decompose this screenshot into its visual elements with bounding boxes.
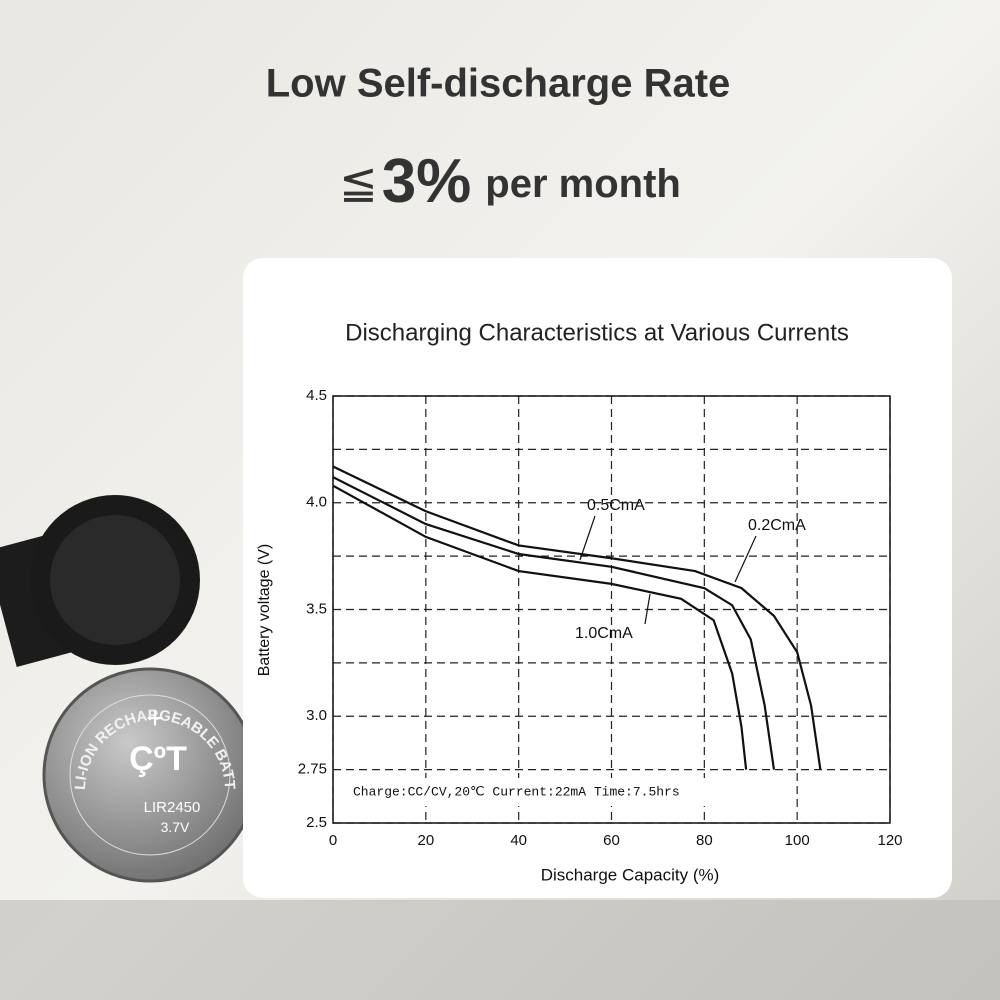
x-tick-label: 120	[877, 832, 902, 849]
leader-line	[579, 515, 596, 561]
chart-title: Discharging Characteristics at Various C…	[345, 319, 849, 346]
sub-headline: ≦3% per month	[339, 147, 681, 216]
value: 3%	[382, 147, 472, 216]
x-tick-label: 80	[696, 832, 713, 849]
x-tick-label: 0	[329, 832, 337, 849]
x-tick-label: 60	[603, 832, 620, 849]
y-tick-label: 3.0	[306, 707, 327, 724]
line-series	[332, 465, 822, 770]
y-axis-label: Battery voltage (V)	[256, 544, 273, 677]
series-label: 1.0CmA	[575, 625, 633, 642]
leader-line	[644, 593, 651, 625]
x-tick-label: 20	[417, 832, 434, 849]
series-label: 0.2CmA	[748, 517, 806, 534]
watch	[0, 495, 200, 668]
leader-line	[734, 535, 757, 583]
unit: per month	[485, 162, 681, 206]
symbol: ≦	[339, 156, 378, 208]
annotation: Charge:CC/CV,20℃ Current:22mA Time:7.5hr…	[353, 784, 680, 799]
y-tick-label: 4.5	[306, 387, 327, 404]
x-tick-label: 40	[510, 832, 527, 849]
y-tick-label: 4.0	[306, 494, 327, 511]
series-label: 0.5CmA	[587, 497, 645, 514]
battery-logo: ÇºT	[129, 740, 187, 778]
battery-model: LIR2450	[144, 799, 201, 816]
chart-card	[243, 258, 952, 898]
y-tick-label: 3.5	[306, 600, 327, 617]
line-series	[332, 484, 748, 770]
plot: 2.5 2.75 3.0 3.5 4.0 4.5 0 20 40 60 80 100 120 Charge…	[298, 387, 903, 849]
table	[0, 900, 1000, 1000]
headline: Low Self-discharge Rate	[266, 62, 731, 106]
x-tick-label: 100	[785, 832, 810, 849]
battery-voltage: 3.7V	[161, 819, 190, 835]
annotation-box	[347, 778, 747, 806]
line-series	[332, 476, 776, 770]
x-axis-label: Discharge Capacity (%)	[541, 865, 720, 884]
y-tick-label: 2.5	[306, 814, 327, 831]
plot-frame	[332, 395, 891, 824]
y-tick-label: 2.75	[298, 761, 327, 778]
battery-plus: +	[146, 702, 164, 735]
